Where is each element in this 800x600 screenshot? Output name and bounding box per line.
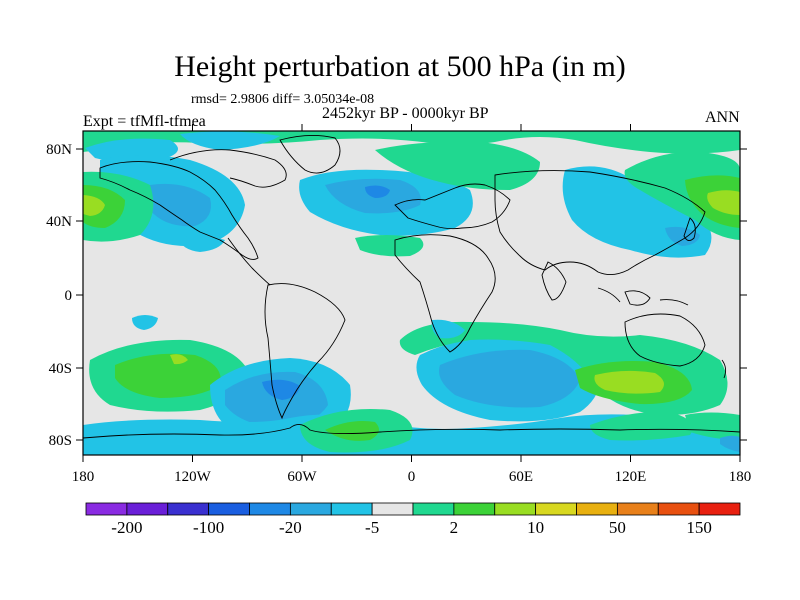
coast-greenland	[279, 135, 341, 174]
longitude-ticks	[82, 124, 741, 462]
period-label: 2452kyr BP - 0000kyr BP	[322, 105, 489, 122]
colorbar: -200 -100 -20 -5 2 10 50 150	[85, 502, 741, 537]
colorbar-tick-label: -5	[365, 518, 379, 537]
coast-africa	[394, 234, 496, 353]
latitude-labels: 80N 40N 0 40S 80S	[46, 142, 72, 449]
north-atlantic-negative-core	[365, 185, 390, 198]
scandinavia-positive	[375, 141, 540, 190]
caribbean-negative-patch	[178, 235, 225, 252]
lon-label-60e: 60E	[509, 469, 533, 485]
south-africa-negative-patch	[431, 319, 465, 339]
experiment-label: Expt = tfMfl-tfmea	[83, 113, 206, 130]
coast-asia	[494, 170, 706, 275]
colorbar-swatch	[698, 502, 741, 516]
longitude-labels: 180 120W 60W 0 60E 120E 180	[72, 469, 752, 485]
colorbar-tick-label: 50	[609, 518, 626, 537]
northeast-asia-positive-peak	[707, 190, 740, 215]
coast-sumatra	[597, 287, 621, 303]
north-pacific-negative-core	[665, 226, 700, 246]
antarctic-positive-africa-core	[325, 421, 379, 441]
tropical-pacific-negative-patch	[132, 315, 158, 330]
west-pacific-positive-left-peak	[83, 195, 105, 216]
coast-central-america	[227, 237, 271, 286]
season-label: ANN	[705, 109, 740, 126]
colorbar-swatch	[494, 502, 537, 516]
north-america-negative-core	[150, 183, 211, 227]
lon-label-120w: 120W	[174, 469, 212, 485]
lat-label-0: 0	[65, 288, 73, 304]
coast-australia	[624, 313, 706, 367]
coastlines	[83, 135, 740, 439]
lon-label-120e: 120E	[615, 469, 647, 485]
colorbar-tick-label: 2	[450, 518, 459, 537]
colorbar-tick-label: 10	[527, 518, 544, 537]
lat-label-40s: 40S	[49, 361, 72, 377]
colorbar-swatch	[453, 502, 496, 516]
indian-ocean-negative-mid	[439, 349, 580, 408]
colorbar-swatch	[330, 502, 373, 516]
coast-europe	[394, 183, 511, 230]
colorbar-swatch	[371, 502, 414, 516]
colorbar-swatch	[412, 502, 455, 516]
atlantic-positive-patch	[355, 235, 424, 257]
coast-canada-north	[169, 149, 287, 188]
colorbar-swatch	[289, 502, 332, 516]
colorbar-swatch	[657, 502, 700, 516]
southern-ocean-negative-patch	[720, 435, 740, 452]
coast-antarctica	[83, 424, 740, 439]
colorbar-swatch	[576, 502, 618, 516]
colorbar-swatch	[535, 502, 577, 516]
south-pacific-positive-peak	[170, 354, 188, 365]
coast-japan	[683, 217, 696, 241]
lon-label-60w: 60W	[287, 469, 317, 485]
coast-borneo	[624, 290, 651, 306]
colorbar-swatch	[85, 502, 128, 516]
colorbar-tick-label: 150	[686, 518, 712, 537]
colorbar-tick-label: -200	[111, 518, 142, 537]
colorbar-tick-label: -20	[279, 518, 302, 537]
antarctic-positive-east	[590, 411, 693, 441]
colorbar-swatch	[616, 502, 659, 516]
south-indian-positive-core	[594, 370, 664, 394]
lat-label-80s: 80S	[49, 433, 72, 449]
lon-label-180-right: 180	[729, 469, 752, 485]
map-title: Height perturbation at 500 hPa (in m)	[174, 50, 626, 83]
lat-label-40n: 40N	[46, 214, 72, 230]
south-pacific-positive-mid	[115, 353, 221, 398]
coast-south-america	[264, 283, 346, 420]
southern-ocean-positive-patch	[685, 412, 740, 440]
colorbar-swatch	[249, 502, 291, 516]
arctic-negative-center	[180, 131, 280, 150]
lon-label-0: 0	[408, 469, 416, 485]
coast-india	[541, 261, 567, 301]
rmsd-label: rmsd= 2.9806 diff= 3.05034e-08	[191, 92, 375, 107]
south-america-negative-mid	[225, 371, 328, 428]
lon-label-180-left: 180	[72, 469, 95, 485]
colorbar-tick-label: -100	[193, 518, 224, 537]
colorbar-swatch	[126, 502, 169, 516]
coast-north-america	[99, 161, 259, 260]
colorbar-swatch	[208, 502, 250, 516]
lat-label-80n: 80N	[46, 142, 72, 158]
latitude-ticks	[76, 148, 747, 441]
coast-new-guinea	[659, 299, 689, 306]
coast-new-zealand	[721, 359, 727, 379]
colorbar-swatch	[167, 502, 210, 516]
south-america-negative-core	[262, 379, 300, 400]
